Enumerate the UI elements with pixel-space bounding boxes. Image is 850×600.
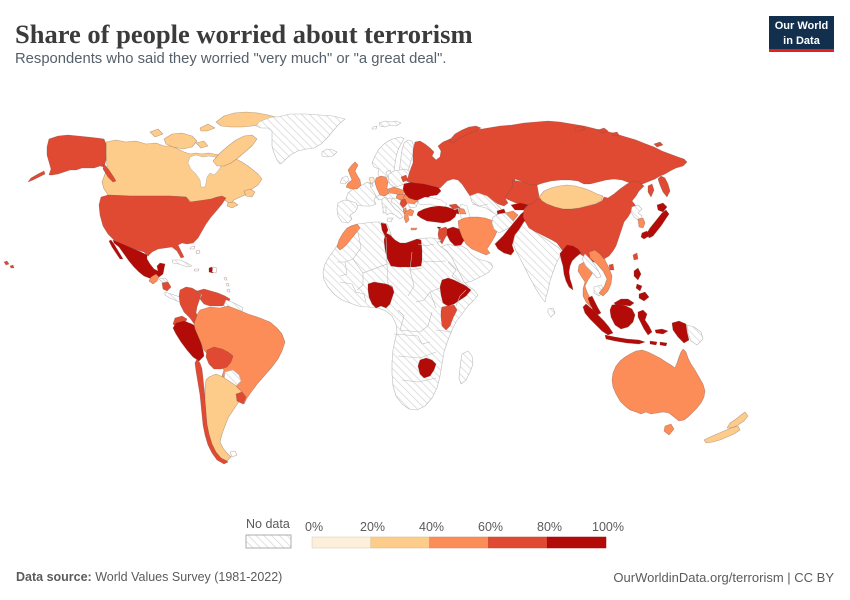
svg-text:60%: 60% [478, 520, 503, 534]
svg-text:40%: 40% [419, 520, 444, 534]
svg-text:100%: 100% [592, 520, 624, 534]
svg-text:80%: 80% [537, 520, 562, 534]
svg-text:No data: No data [246, 517, 290, 531]
svg-text:0%: 0% [305, 520, 323, 534]
svg-text:20%: 20% [360, 520, 385, 534]
